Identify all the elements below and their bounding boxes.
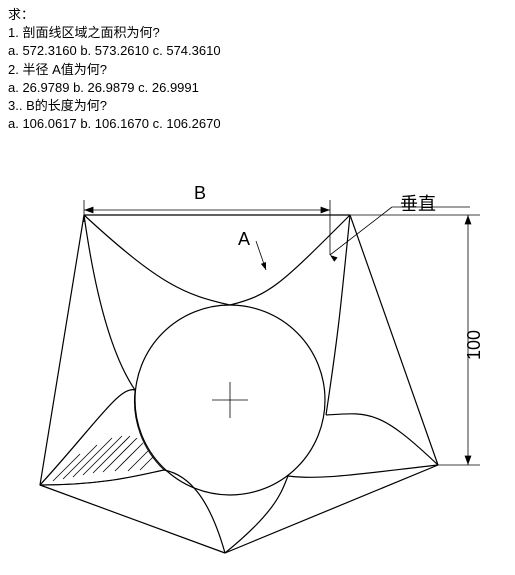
q1b: b. 573.2610	[80, 43, 149, 58]
drawing-svg: B A 垂直 100	[0, 155, 515, 575]
q3b: b. 106.1670	[80, 116, 149, 131]
header: 求：	[8, 6, 508, 24]
svg-text:A: A	[238, 229, 250, 249]
question-block: 求： 1. 剖面线区域之面积为何? a. 572.3160 b. 573.261…	[8, 6, 508, 133]
q2c: c. 26.9991	[138, 80, 199, 95]
q2-label: 2. 半径 A值为何?	[8, 61, 508, 79]
q1c: c. 574.3610	[153, 43, 221, 58]
q1a: a. 572.3160	[8, 43, 77, 58]
svg-text:100: 100	[464, 330, 484, 360]
q2a: a. 26.9789	[8, 80, 69, 95]
q2-opts: a. 26.9789 b. 26.9879 c. 26.9991	[8, 79, 508, 97]
diagram: B A 垂直 100	[0, 155, 515, 575]
q1-opts: a. 572.3160 b. 573.2610 c. 574.3610	[8, 42, 508, 60]
svg-text:垂直: 垂直	[400, 194, 436, 214]
q3c: c. 106.2670	[153, 116, 221, 131]
q3-opts: a. 106.0617 b. 106.1670 c. 106.2670	[8, 115, 508, 133]
q3a: a. 106.0617	[8, 116, 77, 131]
q1-label: 1. 剖面线区域之面积为何?	[8, 24, 508, 42]
q2b: b. 26.9879	[73, 80, 134, 95]
svg-text:B: B	[194, 183, 206, 203]
q3-label: 3.. B的长度为何?	[8, 97, 508, 115]
